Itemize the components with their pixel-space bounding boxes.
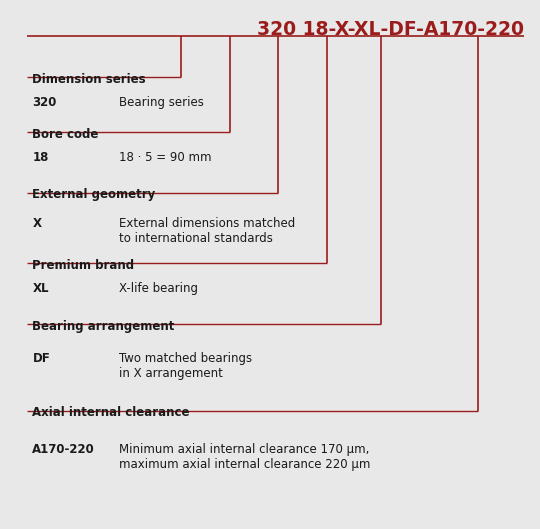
Text: 18: 18 (32, 151, 49, 165)
Text: Minimum axial internal clearance 170 μm,
maximum axial internal clearance 220 μm: Minimum axial internal clearance 170 μm,… (119, 443, 370, 471)
Text: Premium brand: Premium brand (32, 259, 134, 272)
Text: DF: DF (32, 352, 50, 365)
Text: Axial internal clearance: Axial internal clearance (32, 406, 190, 419)
Text: Bearing arrangement: Bearing arrangement (32, 320, 175, 333)
Text: A170-220: A170-220 (32, 443, 95, 457)
Text: XL: XL (32, 282, 49, 296)
Text: 18 · 5 = 90 mm: 18 · 5 = 90 mm (119, 151, 211, 165)
Text: 320: 320 (32, 96, 57, 110)
Text: Bearing series: Bearing series (119, 96, 204, 110)
Text: X: X (32, 217, 42, 230)
Text: Two matched bearings
in X arrangement: Two matched bearings in X arrangement (119, 352, 252, 380)
Text: Bore code: Bore code (32, 128, 99, 141)
Text: External dimensions matched
to international standards: External dimensions matched to internati… (119, 217, 295, 245)
Text: 320 18-X-XL-DF-A170-220: 320 18-X-XL-DF-A170-220 (257, 20, 524, 39)
Text: X-life bearing: X-life bearing (119, 282, 198, 296)
Text: Dimension series: Dimension series (32, 73, 146, 86)
Text: External geometry: External geometry (32, 188, 156, 202)
